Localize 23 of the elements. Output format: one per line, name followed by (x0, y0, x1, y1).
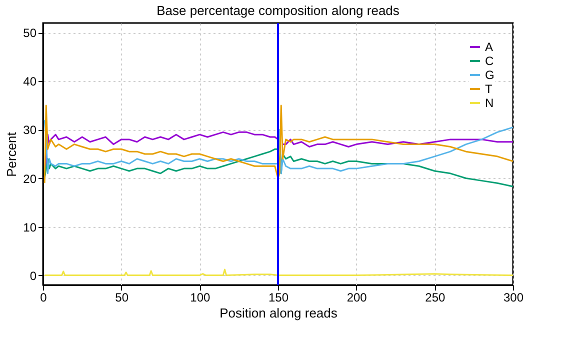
legend-label: A (485, 40, 494, 54)
x-tick-label: 50 (115, 290, 129, 304)
y-tick-label: 10 (23, 220, 37, 234)
x-axis-title: Position along reads (220, 306, 338, 320)
x-tick-label: 300 (503, 290, 524, 304)
x-tick-label: 100 (190, 290, 210, 304)
x-tick-label: 250 (425, 290, 446, 304)
y-tick-label: 20 (23, 172, 37, 186)
legend-label: G (485, 68, 494, 82)
y-tick-label: 40 (23, 74, 37, 89)
x-tick-label: 200 (346, 290, 368, 304)
legend-label: C (485, 54, 494, 68)
y-tick-label: 0 (30, 268, 37, 283)
y-axis-title: Percent (4, 132, 20, 177)
legend-label: N (485, 96, 494, 110)
y-tick-label: 30 (23, 123, 37, 138)
x-tick-label: 0 (40, 290, 48, 304)
x-tick-label: 150 (268, 290, 289, 304)
line-series (44, 148, 514, 188)
legend-label: T (485, 82, 493, 96)
chart-title: Base percentage composition along reads (156, 3, 400, 18)
y-tick-label: 50 (23, 26, 37, 40)
line-series (44, 119, 514, 174)
